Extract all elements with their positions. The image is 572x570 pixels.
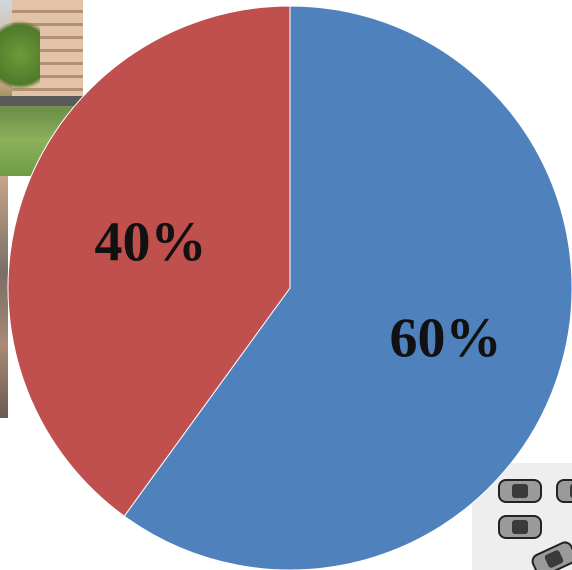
pie-slice-label-1: 60% [390, 308, 502, 370]
pie-slice-1 [123, 5, 572, 570]
road-image [0, 96, 83, 106]
car-image [498, 479, 542, 503]
car-image [498, 515, 542, 539]
background-side-photo [0, 176, 8, 418]
tree-image [0, 10, 40, 100]
pie-labels: 60% 40% [95, 212, 502, 370]
background-street-photo [0, 0, 83, 176]
pie-slice-2 [7, 5, 291, 517]
pie-slice-label-2: 40% [95, 212, 207, 274]
car-image [556, 479, 572, 503]
pie-slices [7, 5, 572, 570]
